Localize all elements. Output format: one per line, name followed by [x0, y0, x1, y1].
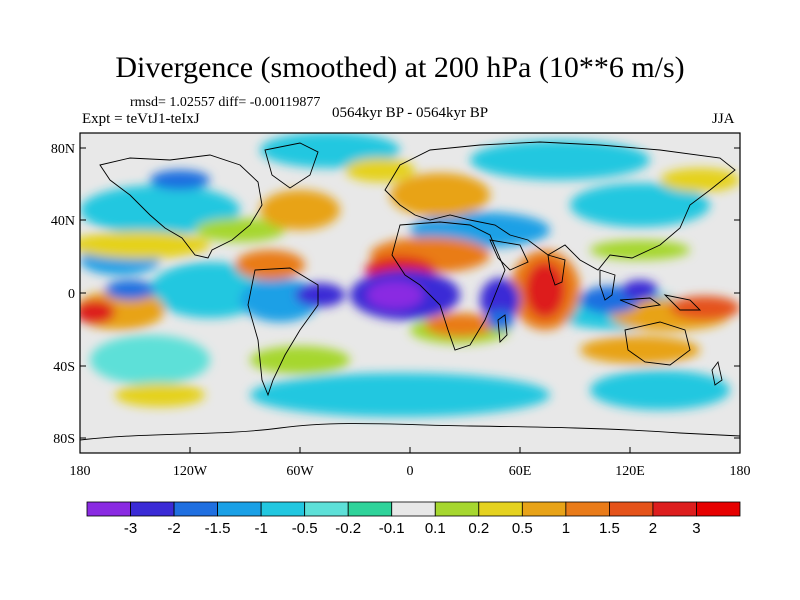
axis-ticks	[79, 147, 741, 453]
colorbar-swatch	[478, 501, 523, 517]
lon-label: 120W	[173, 464, 208, 479]
colorbar-label: -0.5	[292, 520, 318, 537]
colorbar-swatch	[521, 501, 567, 517]
season-label: JJA	[712, 111, 735, 127]
colorbar-swatch	[565, 501, 610, 517]
colorbar: -3 -2 -1.5 -1 -0.5 -0.2 -0.1 0.1 0.2 0.5 1 1.5 2 3	[86, 501, 741, 537]
lon-label: 0	[407, 464, 414, 479]
colorbar-label: 0.2	[468, 520, 489, 537]
stats-label: rmsd= 1.02557 diff= -0.00119877	[130, 95, 321, 110]
coastlines	[80, 141, 740, 441]
lon-label: 120E	[615, 464, 645, 479]
period-label: 0564kyr BP - 0564kyr BP	[331, 105, 489, 121]
colorbar-label: 3	[692, 520, 700, 537]
colorbar-label: -2	[167, 520, 180, 537]
colorbar-label: 0.5	[512, 520, 533, 537]
lat-label: 80S	[53, 432, 75, 447]
colorbar-label: -1.5	[205, 520, 231, 537]
lat-label: 40S	[53, 360, 75, 375]
lat-label: 80N	[51, 142, 75, 157]
colorbar-label: -1	[254, 520, 267, 537]
colorbar-label: 2	[649, 520, 657, 537]
colorbar-swatch	[304, 501, 349, 517]
divergence-field	[80, 133, 740, 453]
experiment-label: Expt = teVtJ1-teIxJ	[82, 111, 200, 127]
colorbar-label: 1.5	[599, 520, 620, 537]
colorbar-swatch	[434, 501, 480, 517]
colorbar-swatch	[260, 501, 306, 517]
colorbar-label: -0.2	[335, 520, 361, 537]
colorbar-label: -0.1	[379, 520, 405, 537]
lat-label: 40N	[51, 214, 75, 229]
colorbar-swatch	[217, 501, 262, 517]
colorbar-label: -3	[124, 520, 137, 537]
lon-label: 60E	[509, 464, 532, 479]
colorbar-swatch	[173, 501, 218, 517]
colorbar-swatch	[652, 501, 697, 517]
colorbar-swatch	[86, 501, 131, 517]
colorbar-swatch	[696, 501, 741, 517]
colorbar-swatch	[347, 501, 393, 517]
colorbar-swatch	[130, 501, 175, 517]
colorbar-label: 0.1	[425, 520, 446, 537]
colorbar-label: 1	[562, 520, 570, 537]
colorbar-swatch	[609, 501, 654, 517]
lat-label: 0	[68, 287, 75, 302]
colorbar-swatch	[391, 501, 436, 517]
chart-title: Divergence (smoothed) at 200 hPa (10**6 …	[115, 51, 685, 84]
lon-label: 180	[70, 464, 91, 479]
lon-label: 180	[730, 464, 751, 479]
lon-label: 60W	[286, 464, 314, 479]
